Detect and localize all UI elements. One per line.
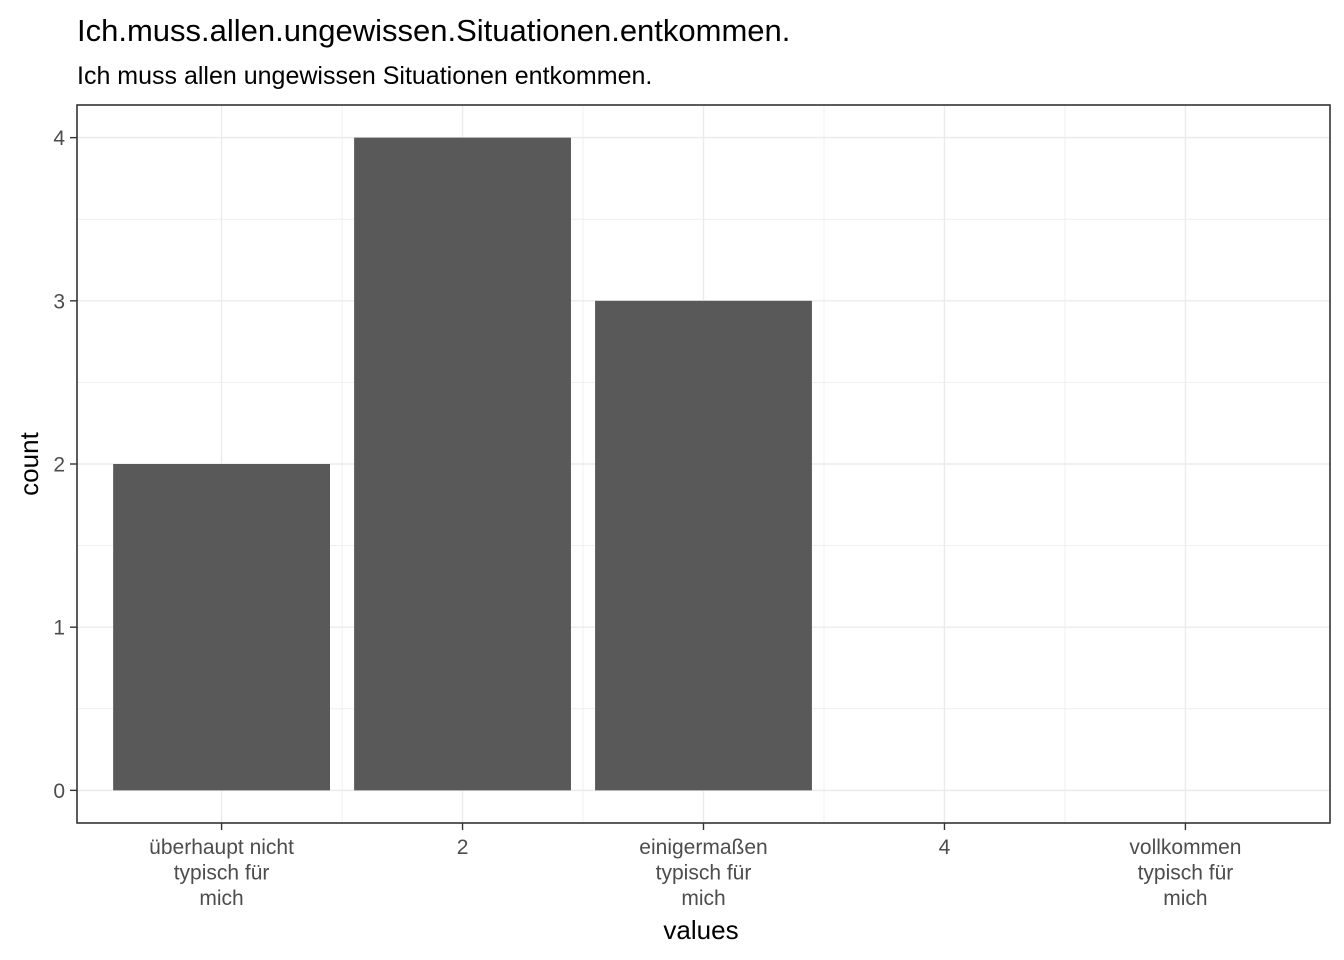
x-axis-title: values: [663, 915, 738, 945]
x-tick-label: einigermaßen typisch für mich: [639, 836, 767, 910]
chart-subtitle: Ich muss allen ungewissen Situationen en…: [77, 62, 652, 90]
y-tick-label: 1: [53, 617, 65, 640]
x-tick-label: überhaupt nicht typisch für mich: [149, 836, 294, 910]
x-tick-label-line: mich: [1163, 887, 1207, 910]
x-tick-label-line: typisch für: [656, 862, 752, 885]
x-tick-label-line: mich: [681, 887, 725, 910]
x-tick-label-line: typisch für: [1138, 862, 1234, 885]
y-tick-label: 3: [53, 290, 65, 313]
bar: [354, 137, 571, 791]
x-tick-label: 2: [457, 836, 469, 859]
x-tick-label-line: typisch für: [174, 862, 270, 885]
y-tick-label: 0: [53, 780, 65, 803]
y-tick-label: 2: [53, 454, 65, 477]
y-tick-label: 4: [53, 127, 65, 150]
axis-ticks: [70, 136, 1187, 830]
x-tick-label-line: vollkommen: [1129, 836, 1241, 859]
bar: [113, 464, 331, 791]
x-tick-label-line: mich: [199, 887, 243, 910]
x-tick-label: 4: [939, 836, 951, 859]
x-tick-label-line: 2: [457, 836, 469, 859]
bars: [113, 137, 812, 791]
x-tick-label-line: einigermaßen: [639, 836, 767, 859]
chart-title: Ich.muss.allen.ungewissen.Situationen.en…: [77, 13, 790, 48]
x-tick-label: vollkommen typisch für mich: [1129, 836, 1241, 910]
x-tick-label-line: 4: [939, 836, 951, 859]
y-axis-title: count: [14, 431, 44, 495]
x-tick-label-line: überhaupt nicht: [149, 836, 294, 859]
bar: [595, 300, 812, 791]
